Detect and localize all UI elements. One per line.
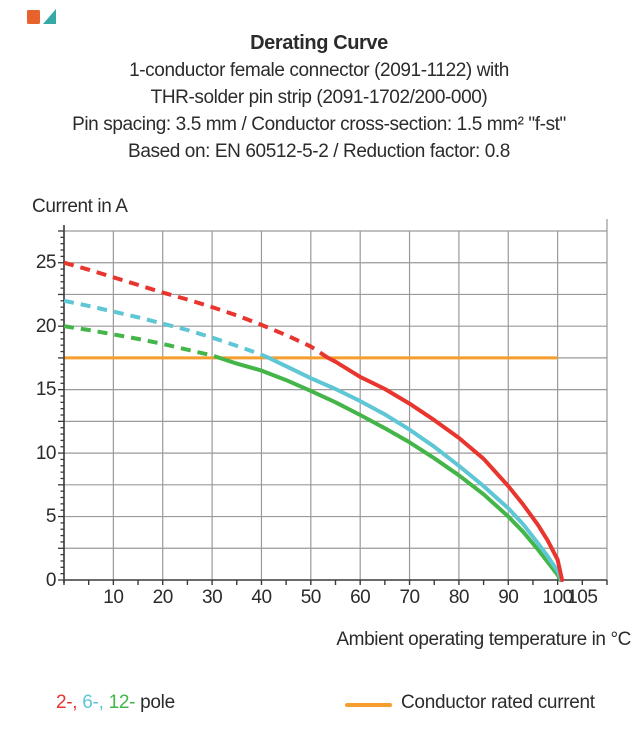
chart-subtitle-line: Based on: EN 60512-5-2 / Reduction facto…	[128, 141, 510, 162]
curve-6-pole-solid	[266, 355, 564, 582]
chart-header: Derating Curve 1-conductor female connec…	[0, 30, 638, 165]
x-tick-label: 40	[251, 587, 272, 608]
chart-subtitle-line: Pin spacing: 3.5 mm / Conductor cross-se…	[72, 114, 566, 135]
pole-legend-part: 2-,	[56, 692, 78, 713]
x-tick-label: 70	[399, 587, 420, 608]
image-placeholder-icon	[27, 9, 56, 24]
rated-current-swatch	[345, 703, 392, 707]
pole-legend-part: 6-,	[82, 692, 104, 713]
chart-subtitle-line: THR-solder pin strip (2091-1702/200-000)	[150, 87, 488, 108]
pole-legend-suffix: pole	[140, 692, 175, 713]
x-tick-label: 100	[542, 587, 574, 608]
pole-legend-part: 12-	[108, 692, 136, 713]
curve-2-pole-dashed	[63, 260, 330, 360]
x-tick-label: 60	[350, 587, 371, 608]
x-tick-label: 10	[103, 587, 124, 608]
icon-square	[27, 10, 40, 24]
icon-triangle	[43, 9, 56, 24]
curve-12-pole-solid	[217, 355, 563, 582]
y-tick-label: 0	[45, 569, 57, 591]
x-tick-label: 50	[300, 587, 322, 608]
y-tick-label: 5	[45, 506, 57, 528]
x-axis-title: Ambient operating temperature in °C	[336, 629, 631, 650]
rated-current-label: Conductor rated current	[401, 692, 595, 713]
x-tick-label: 105	[567, 587, 598, 608]
x-tick-label: 20	[152, 587, 174, 608]
curve-12-pole-dashed	[63, 324, 221, 360]
curve-2-pole-solid	[326, 355, 565, 582]
y-tick-label: 10	[35, 442, 57, 464]
y-axis-title: Current in A	[32, 196, 128, 217]
pole-legend: 2-, 6-, 12- pole	[56, 692, 180, 714]
curve-6-pole-dashed	[63, 298, 270, 360]
y-tick-label: 15	[35, 379, 57, 401]
chart-subtitle-line: 1-conductor female connector (2091-1122)…	[129, 60, 509, 81]
x-tick-label: 90	[498, 587, 519, 608]
x-tick-label: 30	[202, 587, 223, 608]
chart-title: Derating Curve	[250, 32, 388, 54]
y-tick-label: 20	[35, 315, 57, 337]
x-tick-label: 80	[448, 587, 470, 608]
y-tick-label: 25	[35, 252, 57, 274]
